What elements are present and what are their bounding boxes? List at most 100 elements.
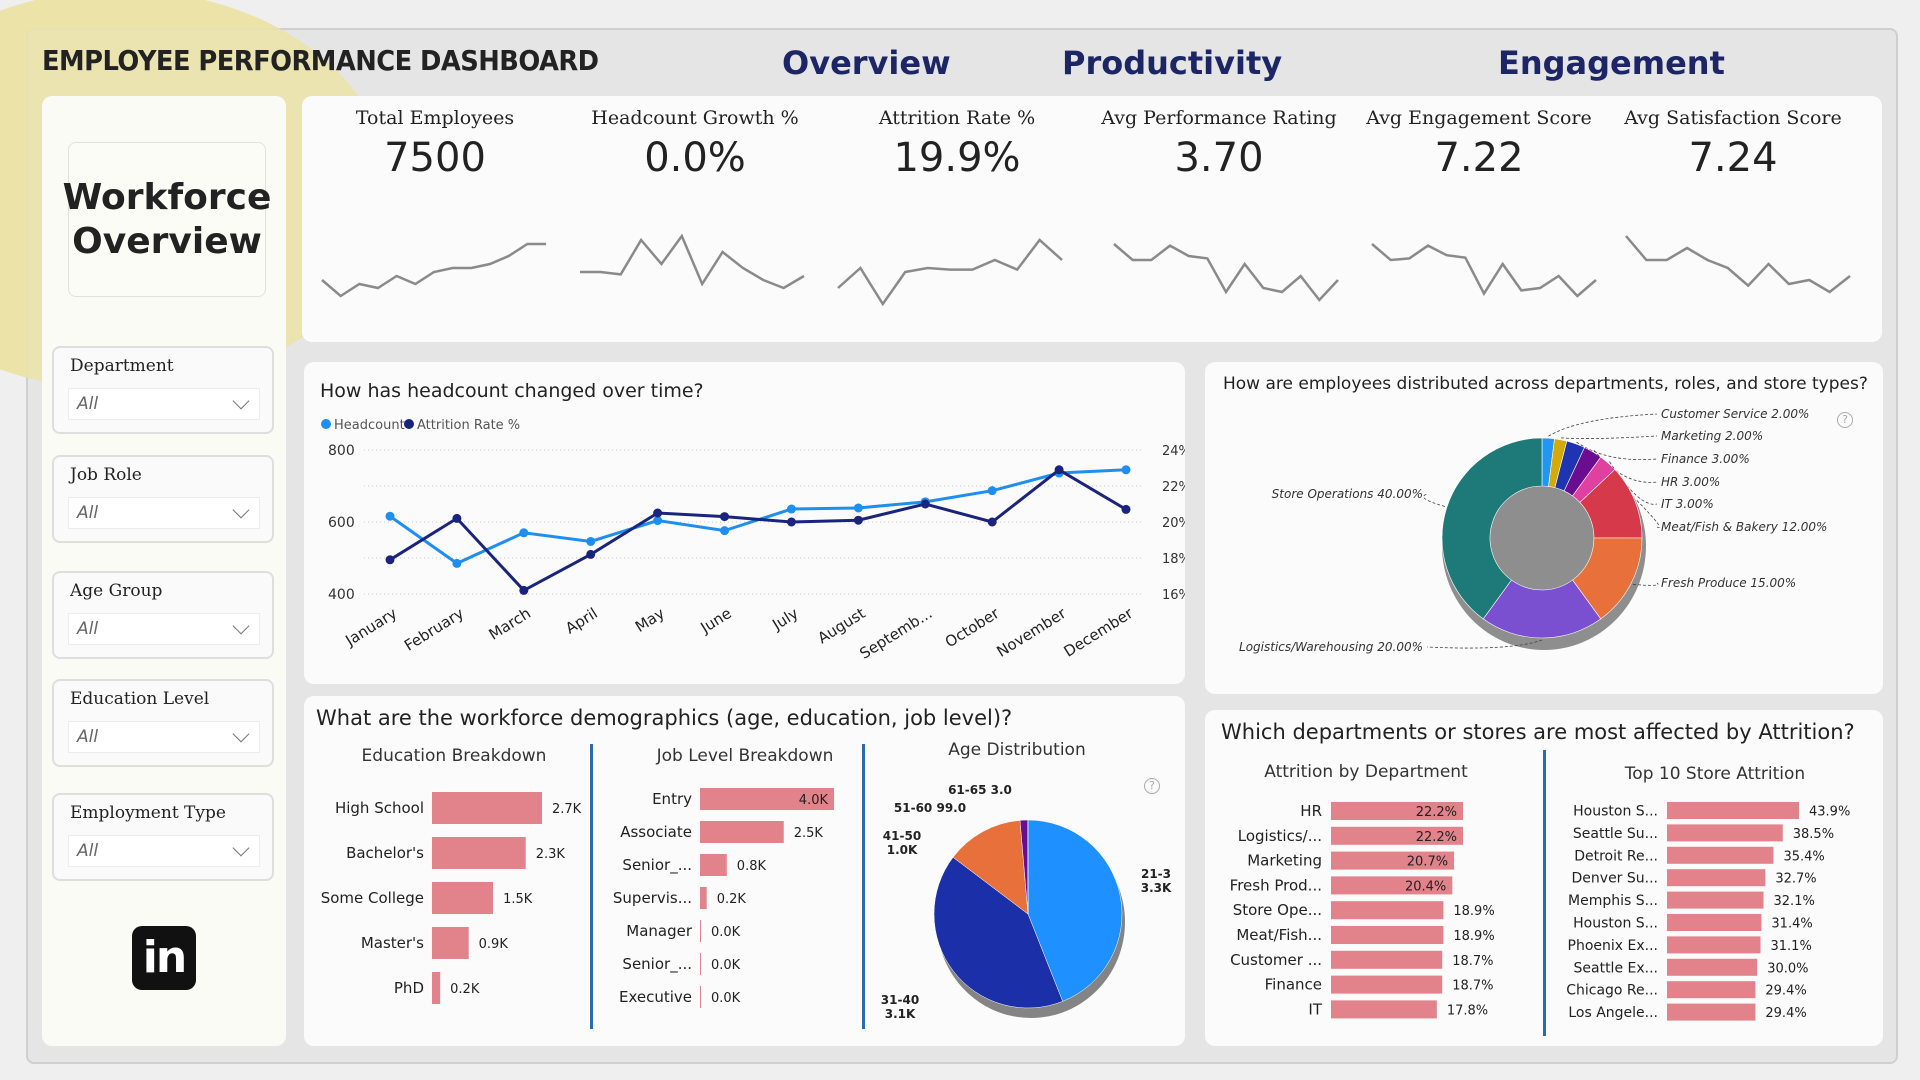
bar-value-label: 43.9%	[1809, 805, 1850, 820]
employment-type-dropdown[interactable]: All	[68, 835, 260, 867]
divider	[1543, 750, 1546, 1036]
y-right-tick-label: 18%	[1162, 552, 1185, 567]
bar-category-label: Associate	[620, 823, 692, 841]
sparkline-path	[837, 238, 1063, 307]
x-tick-label: April	[562, 604, 601, 637]
bar-category-label: IT	[1308, 1000, 1322, 1018]
bar	[1667, 824, 1783, 842]
bar-category-label: Marketing	[1247, 852, 1322, 870]
tab-productivity[interactable]: Productivity	[1062, 44, 1283, 82]
bar-value-label: 18.7%	[1452, 954, 1493, 969]
x-tick-label: February	[401, 604, 467, 655]
bar	[1331, 876, 1453, 895]
headcount-point	[853, 503, 863, 513]
bar-category-label: Houston S...	[1573, 804, 1658, 820]
age-group-dropdown[interactable]: All	[68, 613, 260, 645]
job-level-chart-title: Job Level Breakdown	[656, 746, 834, 766]
donut-leader-line	[1636, 500, 1660, 528]
age-chart-title: Age Distribution	[948, 740, 1086, 760]
donut-slice	[1441, 437, 1543, 620]
bar	[700, 788, 834, 810]
bar-value-label: 0.2K	[717, 892, 747, 907]
divider	[590, 744, 593, 1029]
kpi-value: 7500	[384, 135, 486, 181]
bar-category-label: Houston S...	[1573, 916, 1658, 932]
education-level-dropdown[interactable]: All	[68, 721, 260, 753]
tab-overview[interactable]: Overview	[782, 44, 951, 82]
kpi-sparkline	[321, 242, 546, 298]
bar-value-label: 29.4%	[1765, 984, 1806, 999]
donut-leader-line	[1426, 639, 1543, 649]
bar-value-label: 31.1%	[1771, 939, 1812, 954]
y-left-tick-label: 400	[328, 587, 355, 603]
bar-value-label: 32.7%	[1775, 872, 1816, 887]
department-dropdown[interactable]: All	[68, 388, 260, 420]
bar-value-label: 0.9K	[479, 937, 509, 952]
chevron-down-icon	[232, 617, 250, 635]
bar-value-label: 18.9%	[1453, 904, 1494, 919]
bar	[1331, 950, 1443, 969]
headcount-point	[720, 526, 730, 536]
job-role-dropdown[interactable]: All	[68, 497, 260, 529]
pie-label-line: 61-65 3.0	[948, 783, 1012, 797]
bar-value-label: 18.7%	[1452, 979, 1493, 994]
kpi-title: Avg Engagement Score	[1366, 107, 1592, 129]
linkedin-icon[interactable]: in	[132, 926, 196, 990]
slicer-employment-type: Employment Type All	[52, 793, 274, 881]
attrition-point	[1054, 465, 1064, 475]
bar	[1667, 958, 1758, 976]
kpi-value: 19.9%	[893, 135, 1021, 181]
x-tick-label: October	[942, 604, 1003, 652]
bar-category-label: Memphis S...	[1568, 893, 1658, 909]
headcount-panel: How has headcount changed over time? Hea…	[304, 362, 1185, 684]
bar-category-label: Entry	[652, 790, 692, 808]
attrition-point	[653, 508, 663, 518]
donut-leader-line	[1423, 493, 1446, 507]
kpi-sparkline	[837, 238, 1063, 307]
bar-category-label: High School	[335, 799, 424, 817]
chevron-down-icon	[232, 392, 250, 410]
slicer-age-group: Age Group All	[52, 571, 274, 659]
attrition-department-chart: HR 22.2% Logistics/... 22.2% Marketing 20.7% F…	[1230, 802, 1495, 1019]
bar	[1331, 802, 1463, 820]
dropdown-value: All	[77, 727, 99, 747]
question-circle-icon[interactable]: ?	[1837, 412, 1853, 428]
divider	[862, 744, 865, 1029]
kpi-card: Avg Satisfaction Score 7.24	[1608, 96, 1858, 181]
bar	[1667, 914, 1762, 931]
kpi-sparkline	[1625, 235, 1851, 294]
attrition-point	[786, 517, 796, 527]
kpi-card: Avg Engagement Score 7.22	[1354, 96, 1604, 181]
slicer-label: Education Level	[70, 689, 210, 709]
bar-category-label: HR	[1300, 802, 1322, 820]
kpi-value: 0.0%	[644, 135, 746, 181]
pie-label-line: 1.0K	[887, 843, 918, 857]
bar	[1667, 891, 1764, 909]
slicer-department: Department All	[52, 346, 274, 434]
dashboard-title: EMPLOYEE PERFORMANCE DASHBOARD	[42, 44, 599, 77]
bar-value-label: 18.9%	[1453, 929, 1494, 944]
dropdown-value: All	[77, 619, 99, 639]
bar-category-label: Master's	[361, 934, 424, 952]
bar-category-label: Bachelor's	[346, 844, 424, 862]
bar-value-label: 32.1%	[1774, 894, 1815, 909]
education-bar-chart: High School 2.7K Bachelor's 2.3K Some Colleg…	[321, 792, 582, 1004]
slicer-education-level: Education Level All	[52, 679, 274, 767]
pie-label-line: 31-40	[881, 993, 919, 1007]
bar-value-label: 30.0%	[1767, 961, 1808, 976]
bar-category-label: Phoenix Ex...	[1568, 938, 1658, 954]
kpi-value: 7.22	[1434, 135, 1524, 181]
headcount-point	[653, 516, 663, 526]
bar	[432, 792, 542, 824]
kpi-card: Attrition Rate % 19.9%	[832, 96, 1082, 181]
bar-category-label: PhD	[394, 979, 424, 997]
donut-leader-line	[1593, 449, 1658, 483]
dropdown-value: All	[77, 394, 99, 414]
y-left-tick-label: 600	[328, 515, 355, 531]
question-circle-icon[interactable]: ?	[1144, 778, 1160, 794]
pie-label-line: 41-50	[883, 829, 921, 843]
kpi-title: Attrition Rate %	[878, 107, 1036, 129]
x-tick-label: May	[632, 604, 668, 636]
tab-engagement[interactable]: Engagement	[1498, 44, 1725, 82]
page-title-line2: Overview	[72, 220, 262, 262]
